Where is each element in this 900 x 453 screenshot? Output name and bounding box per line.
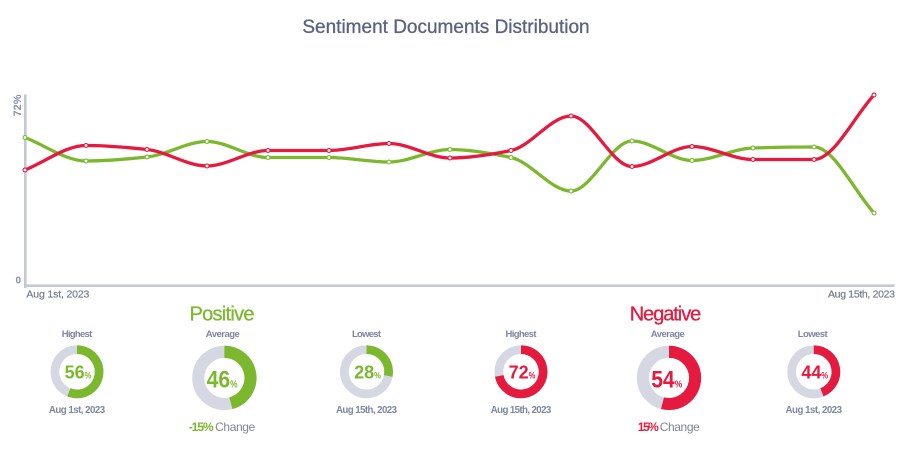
svg-text:Aug 15th, 2023: Aug 15th, 2023 [828,289,895,301]
svg-text:72%: 72% [509,362,536,382]
svg-text:Aug 1st, 2023: Aug 1st, 2023 [786,405,843,416]
svg-text:Average: Average [651,329,685,340]
svg-text:Highest: Highest [62,329,93,340]
svg-text:72%: 72% [12,94,24,116]
svg-text:Aug 15th, 2023: Aug 15th, 2023 [491,405,552,416]
svg-text:-15%Change: -15%Change [189,420,256,434]
svg-text:Sentiment Documents Distributi: Sentiment Documents Distribution [302,17,589,38]
svg-text:46%: 46% [207,367,239,394]
svg-text:Lowest: Lowest [798,329,829,340]
svg-text:Negative: Negative [630,304,702,326]
svg-text:Lowest: Lowest [352,329,382,340]
svg-text:54%: 54% [651,367,683,394]
svg-text:15%Change: 15%Change [638,420,700,434]
svg-text:Aug 1st, 2023: Aug 1st, 2023 [49,405,106,416]
svg-text:Aug 15th, 2023: Aug 15th, 2023 [336,405,398,416]
svg-text:28%: 28% [354,362,381,382]
svg-text:Aug 1st, 2023: Aug 1st, 2023 [26,289,89,301]
svg-text:56%: 56% [65,362,92,382]
svg-text:44%: 44% [801,362,828,382]
svg-text:Average: Average [206,329,240,340]
svg-text:Positive: Positive [190,304,255,326]
svg-text:0: 0 [15,276,21,287]
svg-text:Highest: Highest [506,329,538,340]
